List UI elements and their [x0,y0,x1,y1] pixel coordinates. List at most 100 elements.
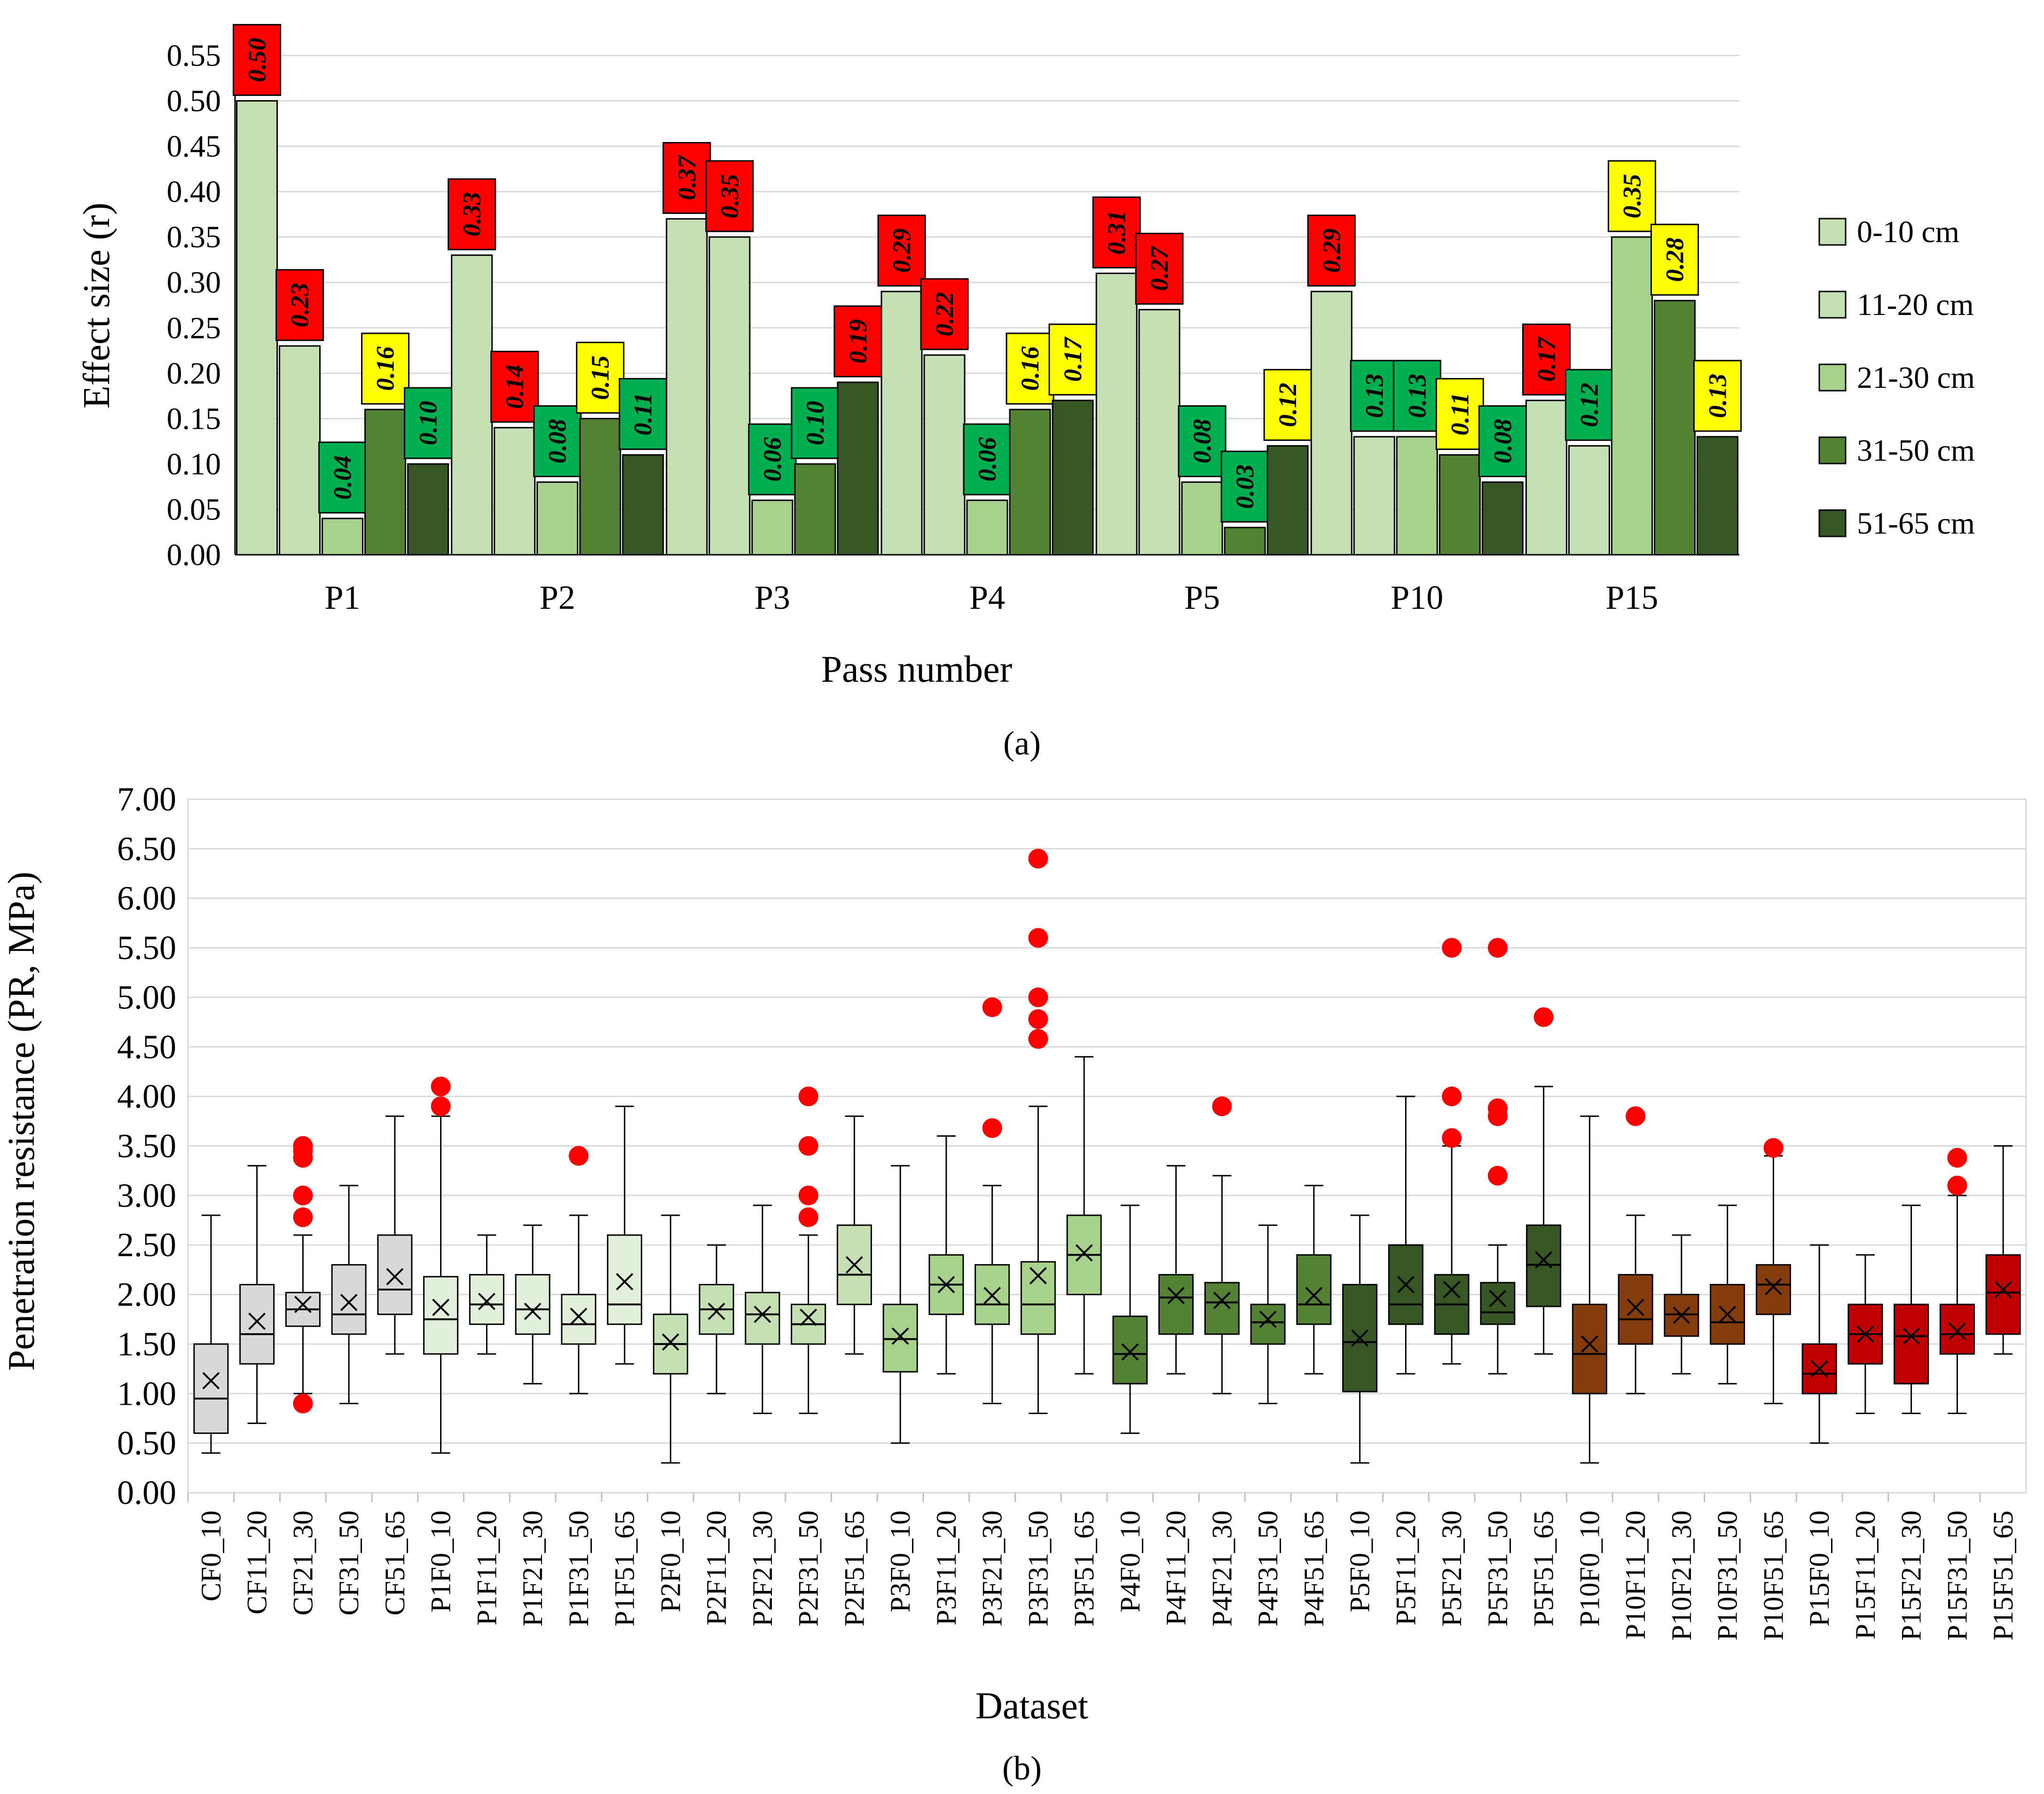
a-legend-swatch [1818,218,1847,246]
a-bar [451,254,493,556]
b-dataset-label: P5F51_65 [1528,1511,1559,1627]
b-mean-marker [340,1294,358,1311]
b-box [193,1343,229,1434]
a-ytick-label: 0.15 [167,401,221,436]
b-mean-marker [1259,1310,1277,1328]
a-data-label: 0.13 [1703,374,1731,418]
a-x-axis-title: Pass number [821,649,1013,690]
a-data-label-box [1135,233,1184,305]
b-dataset-label: P2F21_30 [747,1511,778,1627]
b-dataset-label: P15F11_20 [1850,1511,1881,1640]
b-dataset-label: P3F51_65 [1069,1511,1100,1627]
b-dataset-label: P10F0_10 [1574,1511,1605,1627]
b-outlier-point [1028,928,1048,948]
a-data-label: 0.17 [1059,336,1087,382]
b-outlier-point [1028,1029,1048,1049]
b-box [607,1234,643,1325]
b-dataset-label: P15F31_50 [1942,1511,1973,1641]
b-box [515,1274,550,1335]
b-mean-marker [1075,1244,1093,1262]
a-data-label-box [1522,323,1571,396]
a-legend-swatch [1818,509,1847,537]
a-data-label-box [920,278,969,350]
b-dataset-label: CF31_50 [333,1511,364,1615]
a-bar [923,354,966,556]
a-data-label-box [1564,369,1613,441]
b-outlier-point [1442,1128,1462,1148]
b-box [1158,1274,1194,1335]
b-outlier-point [293,1207,313,1227]
b-mean-marker [1029,1267,1047,1284]
b-dataset-label: P3F0_10 [885,1511,916,1613]
a-ytick-label: 0.00 [167,538,221,572]
a-ytick-label: 0.55 [167,39,221,73]
b-outlier-point [293,1185,313,1205]
b-box [1755,1264,1791,1315]
b-dataset-label: P3F21_30 [977,1511,1008,1627]
b-mean-marker [983,1287,1001,1305]
b-ytick-label: 3.00 [117,1177,176,1214]
a-bar [1396,436,1438,556]
b-dataset-label: P5F11_20 [1390,1511,1421,1626]
a-data-label: 0.31 [1102,210,1131,255]
b-box [745,1291,780,1345]
b-dataset-label: P2F0_10 [655,1511,686,1613]
b-box [377,1234,413,1315]
a-caption: (a) [1003,724,1041,762]
a-bar [279,345,321,556]
b-mean-marker [1489,1290,1507,1307]
a-data-label: 0.28 [1660,237,1689,282]
b-dataset-label: P3F11_20 [931,1511,962,1626]
b-box [1296,1254,1332,1325]
b-caption: (b) [1002,1749,1042,1787]
b-outlier-point [1947,1148,1967,1168]
a-category-label: P1 [325,579,361,616]
b-dataset-label: P4F21_30 [1206,1511,1237,1627]
b-box [836,1224,872,1306]
b-mean-marker [1167,1287,1185,1305]
a-ytick-label: 0.25 [167,311,221,345]
b-mean-marker [1764,1278,1782,1296]
a-bar [666,218,708,556]
b-ytick-label: 5.00 [117,978,176,1016]
b-box [239,1284,275,1365]
b-outlier-point [1442,938,1462,958]
b-mean-marker [1351,1329,1369,1347]
b-outlier-point [1947,1175,1967,1196]
a-bar [1611,236,1653,556]
b-dataset-label: CF51_65 [379,1511,410,1615]
b-mean-marker [1948,1322,1966,1340]
a-data-label: 0.04 [329,456,357,500]
b-dataset-label: P2F11_20 [701,1511,732,1626]
b-box [975,1264,1010,1325]
b-ytick-label: 7.00 [117,780,176,818]
b-dataset-label: P10F31_50 [1712,1511,1743,1641]
a-data-label: 0.35 [715,174,744,219]
a-data-label-box [1392,360,1441,432]
b-box [882,1304,918,1373]
a-ytick-label: 0.35 [167,220,221,254]
a-bar [837,381,879,556]
b-box [1020,1261,1056,1335]
a-data-label: 0.29 [888,228,916,273]
b-mean-marker [386,1268,404,1286]
b-box [1526,1224,1562,1307]
a-legend-label: 0-10 cm [1857,215,1959,249]
b-box [561,1294,597,1345]
b-ytick-label: 5.50 [117,929,176,967]
a-bar [1439,454,1481,556]
a-data-label: 0.22 [930,292,959,337]
a-bar [1525,400,1567,556]
a-legend-swatch [1818,436,1847,464]
b-outlier-point [1028,987,1048,1007]
b-mean-marker [1213,1291,1231,1309]
a-legend-label: 51-65 cm [1857,506,1975,541]
b-dataset-label: P2F51_65 [839,1511,870,1627]
a-data-label: 0.12 [1575,383,1603,427]
a-bar [322,518,364,556]
b-dataset-label: P10F51_65 [1758,1511,1789,1641]
a-bar [407,463,449,556]
b-dataset-label: P1F31_50 [563,1511,594,1627]
a-data-label-box [1607,160,1656,232]
a-data-label: 0.10 [801,401,829,446]
